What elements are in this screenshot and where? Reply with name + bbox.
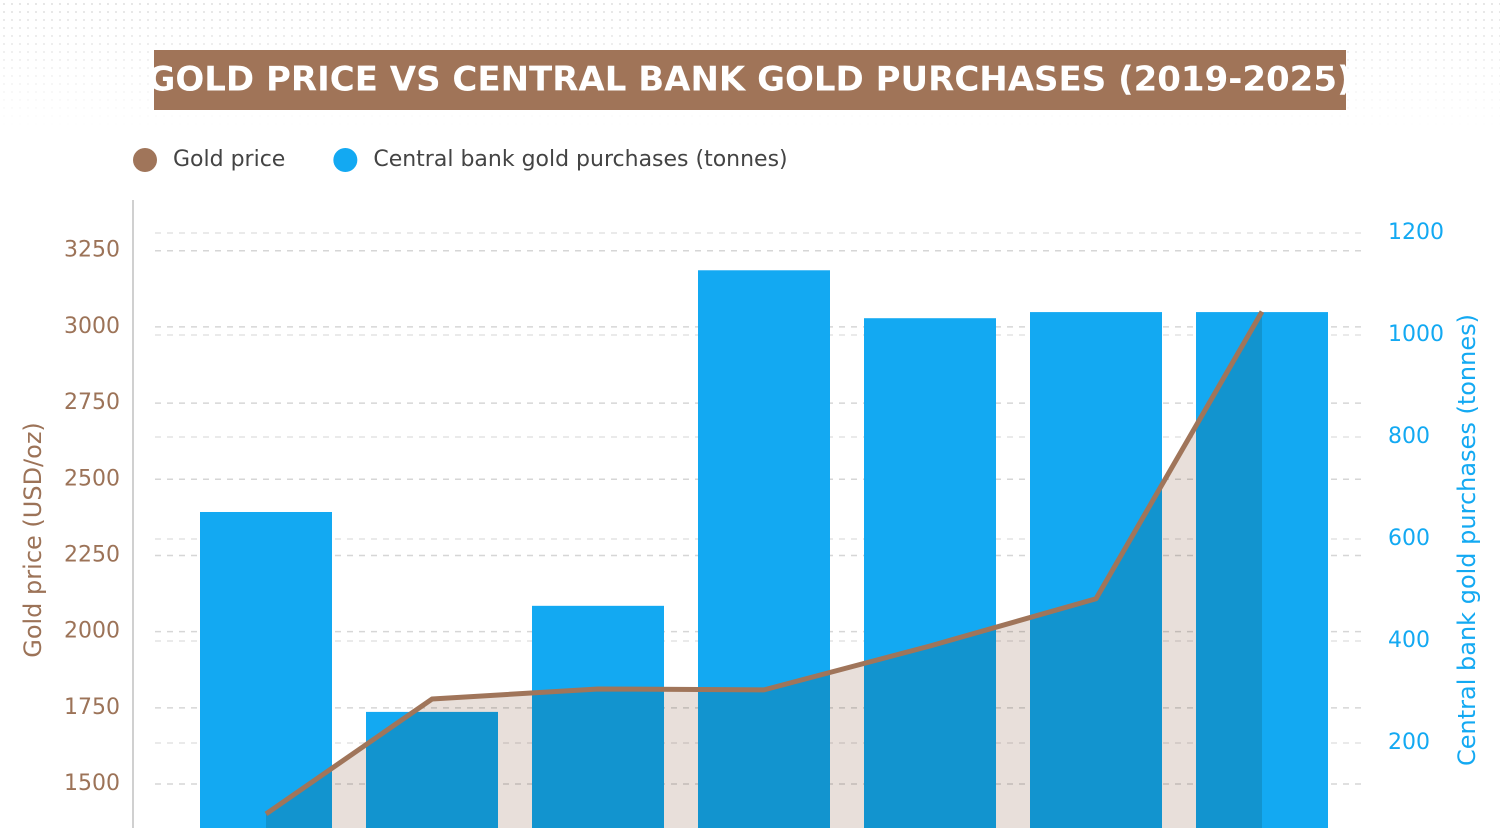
y2-tick-label: 1200 — [1388, 220, 1444, 245]
y2-tick-label: 1000 — [1388, 322, 1444, 347]
y-tick-label: 2500 — [64, 466, 120, 491]
y-tick-label: 1500 — [64, 771, 120, 796]
y-tick-label: 3250 — [64, 238, 120, 263]
y2-tick-label: 600 — [1388, 526, 1430, 551]
legend-label: Central bank gold purchases (tonnes) — [373, 147, 787, 172]
area — [266, 311, 1262, 828]
y-tick-label: 2250 — [64, 542, 120, 567]
y-tick-label: 1750 — [64, 695, 120, 720]
legend-marker — [133, 148, 157, 172]
title-box — [154, 50, 1346, 110]
y2-axis-title: Central bank gold purchases (tonnes) — [1453, 314, 1481, 766]
line — [264, 310, 1265, 816]
y2-tick-label: 400 — [1388, 628, 1430, 653]
y-tick-label: 3000 — [64, 314, 120, 339]
y2-tick-label: 200 — [1388, 730, 1430, 755]
y2-tick-label: 800 — [1388, 424, 1430, 449]
legend-label: Gold price — [173, 147, 285, 172]
bar — [200, 511, 332, 828]
y-tick-label: 2000 — [64, 619, 120, 644]
chart-title: GOLD PRICE VS CENTRAL BANK GOLD PURCHASE… — [147, 60, 1352, 100]
legend-marker — [333, 148, 358, 172]
y-axis-title: Gold price (USD/oz) — [19, 422, 47, 658]
y-tick-label: 2750 — [64, 390, 120, 415]
